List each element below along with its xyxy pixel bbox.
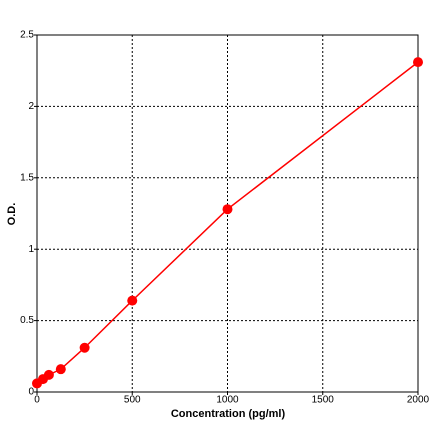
y-tick-label: 1	[28, 244, 34, 255]
x-tick-label: 0	[34, 395, 40, 406]
y-tick-label: 1.5	[20, 172, 34, 183]
y-tick-label: 2	[28, 101, 34, 112]
data-point	[43, 369, 54, 380]
data-point	[222, 204, 233, 215]
y-tick-label: 0	[28, 387, 34, 398]
data-point	[55, 364, 66, 375]
data-point	[127, 295, 138, 306]
x-axis-label: Concentration (pg/ml)	[171, 408, 286, 420]
y-tick-label: 0.5	[20, 315, 34, 326]
plot-frame	[36, 34, 419, 393]
x-tick-label: 500	[124, 395, 141, 406]
x-tick-label: 1500	[312, 395, 335, 406]
y-tick-label: 2.5	[20, 30, 34, 41]
data-point	[413, 57, 423, 68]
x-tick-label: 1000	[216, 395, 239, 406]
y-axis-label: O.D.	[6, 203, 18, 226]
x-tick-label: 2000	[407, 395, 430, 406]
data-point	[79, 342, 90, 353]
